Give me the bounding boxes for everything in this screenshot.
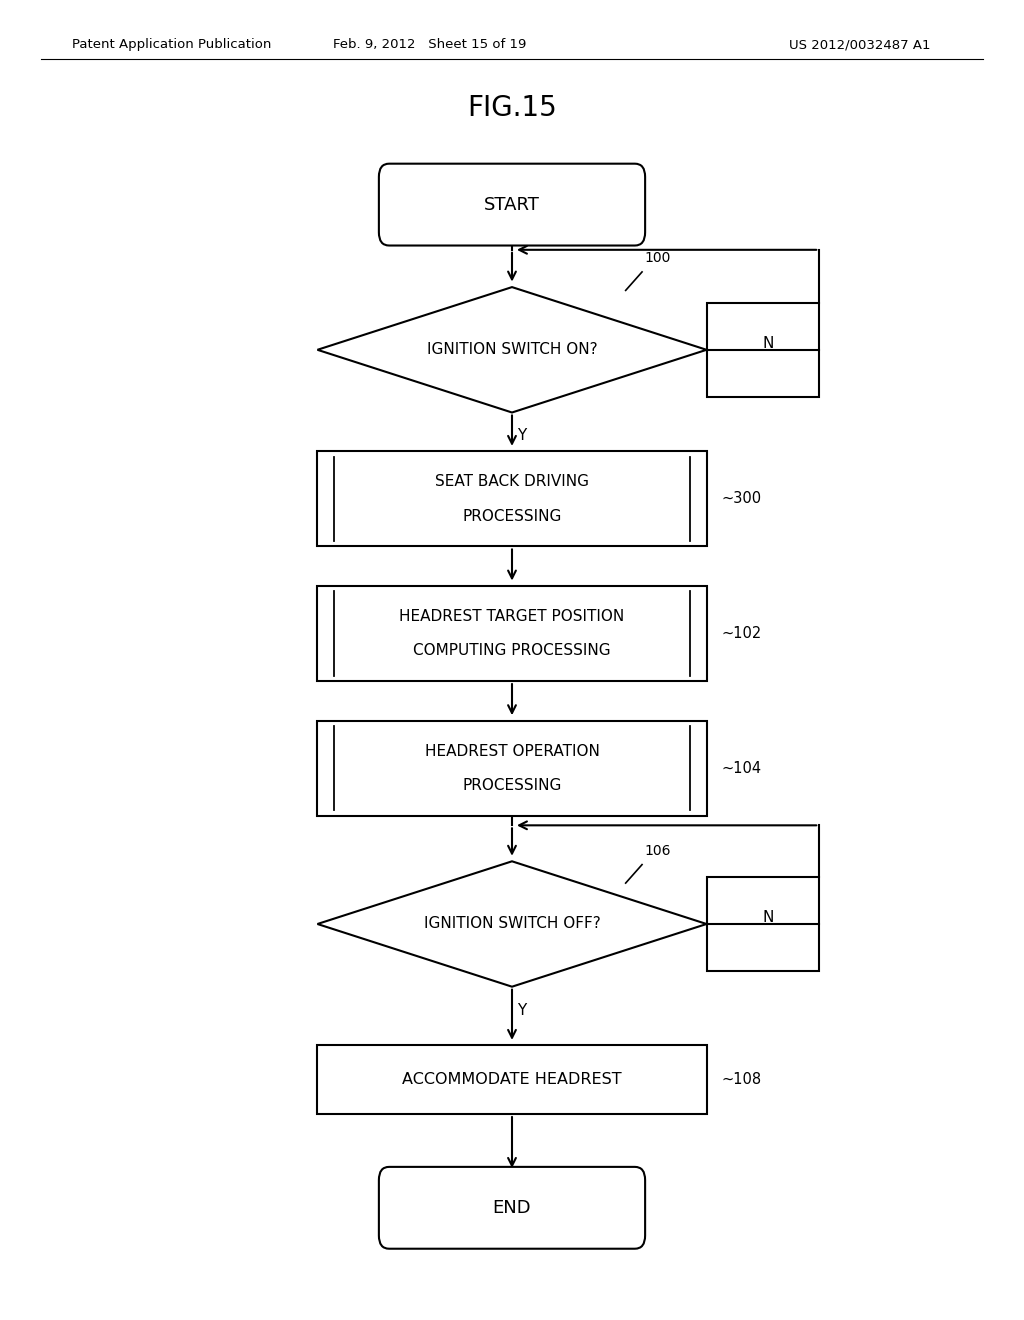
Text: START: START (484, 195, 540, 214)
Text: IGNITION SWITCH ON?: IGNITION SWITCH ON? (427, 342, 597, 358)
Polygon shape (707, 302, 819, 397)
FancyBboxPatch shape (379, 1167, 645, 1249)
Text: Y: Y (517, 428, 526, 444)
Text: N: N (763, 335, 774, 351)
Polygon shape (317, 862, 707, 987)
Polygon shape (317, 721, 707, 816)
Text: PROCESSING: PROCESSING (462, 777, 562, 793)
Text: IGNITION SWITCH OFF?: IGNITION SWITCH OFF? (424, 916, 600, 932)
Text: 106: 106 (644, 843, 671, 858)
Text: SEAT BACK DRIVING: SEAT BACK DRIVING (435, 474, 589, 490)
Text: PROCESSING: PROCESSING (462, 508, 562, 524)
Text: ~102: ~102 (722, 626, 762, 642)
Polygon shape (317, 451, 707, 546)
Text: N: N (763, 909, 774, 925)
Text: Patent Application Publication: Patent Application Publication (72, 38, 271, 51)
Text: Feb. 9, 2012   Sheet 15 of 19: Feb. 9, 2012 Sheet 15 of 19 (334, 38, 526, 51)
Text: ~108: ~108 (722, 1072, 762, 1088)
Text: US 2012/0032487 A1: US 2012/0032487 A1 (790, 38, 931, 51)
Text: HEADREST OPERATION: HEADREST OPERATION (425, 743, 599, 759)
Text: FIG.15: FIG.15 (467, 94, 557, 123)
Polygon shape (707, 876, 819, 972)
Text: ~300: ~300 (722, 491, 762, 507)
Text: ~104: ~104 (722, 760, 762, 776)
Text: 100: 100 (644, 251, 671, 265)
Polygon shape (317, 288, 707, 412)
FancyBboxPatch shape (379, 164, 645, 246)
Text: END: END (493, 1199, 531, 1217)
Text: HEADREST TARGET POSITION: HEADREST TARGET POSITION (399, 609, 625, 624)
Text: Y: Y (517, 1003, 526, 1018)
Polygon shape (317, 1045, 707, 1114)
Text: COMPUTING PROCESSING: COMPUTING PROCESSING (414, 643, 610, 659)
Polygon shape (317, 586, 707, 681)
Text: ACCOMMODATE HEADREST: ACCOMMODATE HEADREST (402, 1072, 622, 1088)
